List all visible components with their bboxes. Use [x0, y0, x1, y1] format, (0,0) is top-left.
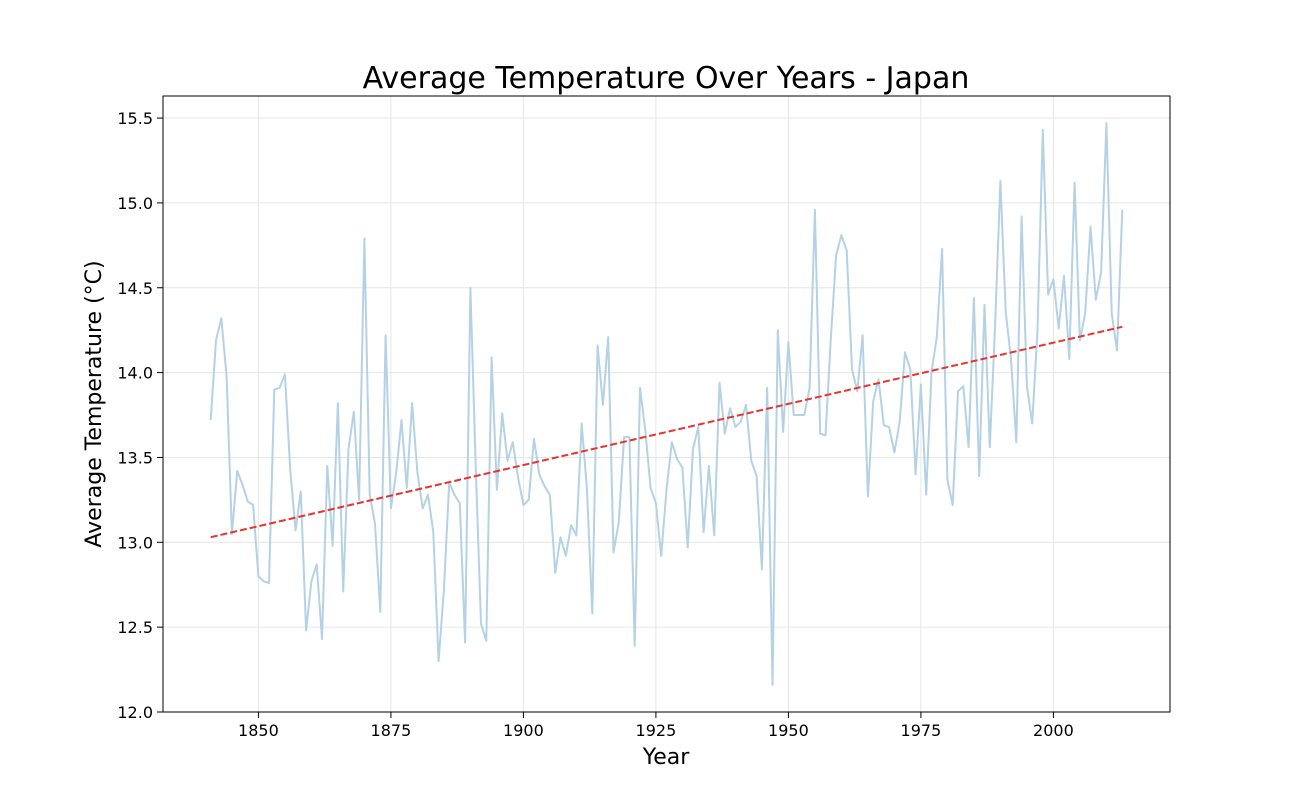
x-axis-label: Year [642, 745, 691, 770]
x-tick-label: 1875 [371, 721, 412, 740]
x-tick-label: 1900 [503, 721, 544, 740]
y-tick-label: 14.0 [117, 364, 153, 383]
x-tick-label: 1925 [636, 721, 677, 740]
series-layer [209, 122, 1124, 686]
y-tick-label: 14.5 [117, 279, 153, 298]
y-tick-label: 15.5 [117, 109, 153, 128]
temperature-line [209, 122, 1124, 686]
plot-frame [162, 95, 1171, 713]
x-tick-label: 1950 [768, 721, 809, 740]
x-tick-label: 2000 [1033, 721, 1074, 740]
grid-layer [163, 96, 1170, 713]
y-tick-label: 13.5 [117, 448, 153, 467]
y-tick-label: 13.0 [117, 533, 153, 552]
y-axis-label: Average Temperature (°C) [82, 260, 107, 547]
x-tick-label: 1850 [238, 721, 279, 740]
chart-title: Average Temperature Over Years - Japan [363, 61, 970, 96]
x-tick-label: 1975 [901, 721, 942, 740]
x-axis: 1850 1875 1900 1925 1950 1975 2000 [238, 712, 1074, 740]
trend-line [210, 325, 1123, 539]
y-axis: 12.0 12.5 13.0 13.5 14.0 14.5 15.0 15.5 [117, 109, 163, 722]
y-tick-label: 12.0 [117, 703, 153, 722]
y-tick-label: 12.5 [117, 618, 153, 637]
y-tick-label: 15.0 [117, 194, 153, 213]
